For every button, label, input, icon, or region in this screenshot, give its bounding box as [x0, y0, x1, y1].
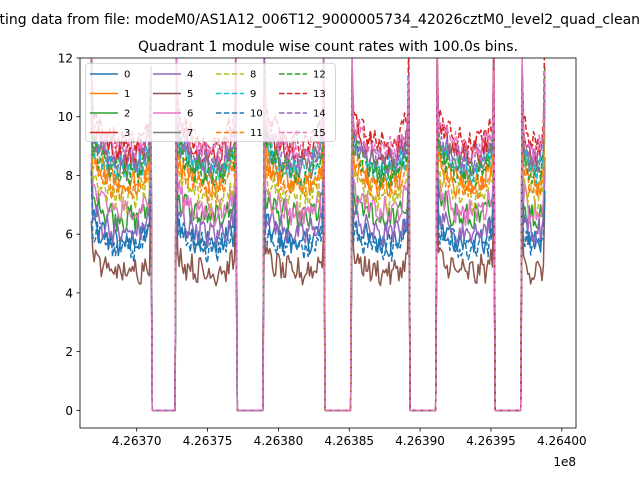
- x-tick-label: 4.26400: [537, 434, 587, 448]
- series-layer: [90, 58, 546, 412]
- x-tick-label: 4.26390: [395, 434, 445, 448]
- legend-label-14: 14: [313, 109, 326, 120]
- series-line-11: [90, 83, 546, 412]
- legend-label-1: 1: [124, 89, 130, 100]
- y-tick-label: 2: [65, 345, 73, 359]
- y-tick-label: 4: [65, 286, 73, 300]
- series-line-5: [90, 186, 546, 412]
- legend-label-0: 0: [124, 70, 130, 81]
- legend-label-6: 6: [187, 109, 193, 120]
- series-line-15: [90, 58, 546, 412]
- x-tick-label: 4.26375: [183, 434, 233, 448]
- series-line-6: [90, 111, 546, 412]
- x-axis: 4.26370 4.26375 4.26380 4.26385 4.26390 4.263…: [112, 428, 587, 448]
- legend-label-12: 12: [313, 70, 326, 81]
- chart-suptitle: Plotting data from file: modeM0/AS1A12_0…: [0, 12, 640, 28]
- y-tick-label: 0: [65, 404, 73, 418]
- x-tick-label: 4.26385: [324, 434, 374, 448]
- plot-frame: [79, 57, 577, 429]
- legend-label-2: 2: [124, 109, 130, 120]
- series-line-0: [90, 142, 546, 412]
- chart-title: Quadrant 1 module wise count rates with …: [138, 39, 518, 55]
- legend-label-9: 9: [250, 89, 256, 100]
- legend-label-11: 11: [250, 128, 263, 139]
- series-line-4: [90, 140, 546, 412]
- y-tick-label: 12: [58, 52, 73, 66]
- x-tick-label: 4.26370: [112, 434, 162, 448]
- y-tick-label: 10: [58, 110, 73, 124]
- y-tick-label: 8: [65, 169, 73, 183]
- series-line-10: [90, 143, 546, 412]
- y-tick-label: 6: [65, 228, 73, 242]
- legend-label-10: 10: [250, 109, 263, 120]
- legend-label-8: 8: [250, 70, 256, 81]
- legend-box: [85, 63, 336, 142]
- x-offset-label: 1e8: [553, 455, 576, 469]
- y-axis: 0 2 4 6 8 10 12: [58, 52, 80, 418]
- series-line-14: [90, 58, 546, 412]
- series-line-12: [90, 68, 546, 412]
- legend-label-15: 15: [313, 128, 326, 139]
- x-tick-label: 4.26395: [466, 434, 516, 448]
- legend-label-7: 7: [187, 128, 193, 139]
- legend-label-5: 5: [187, 89, 193, 100]
- legend-label-13: 13: [313, 89, 326, 100]
- x-tick-label: 4.26380: [254, 434, 304, 448]
- legend-label-3: 3: [124, 128, 130, 139]
- legend-label-4: 4: [187, 70, 193, 81]
